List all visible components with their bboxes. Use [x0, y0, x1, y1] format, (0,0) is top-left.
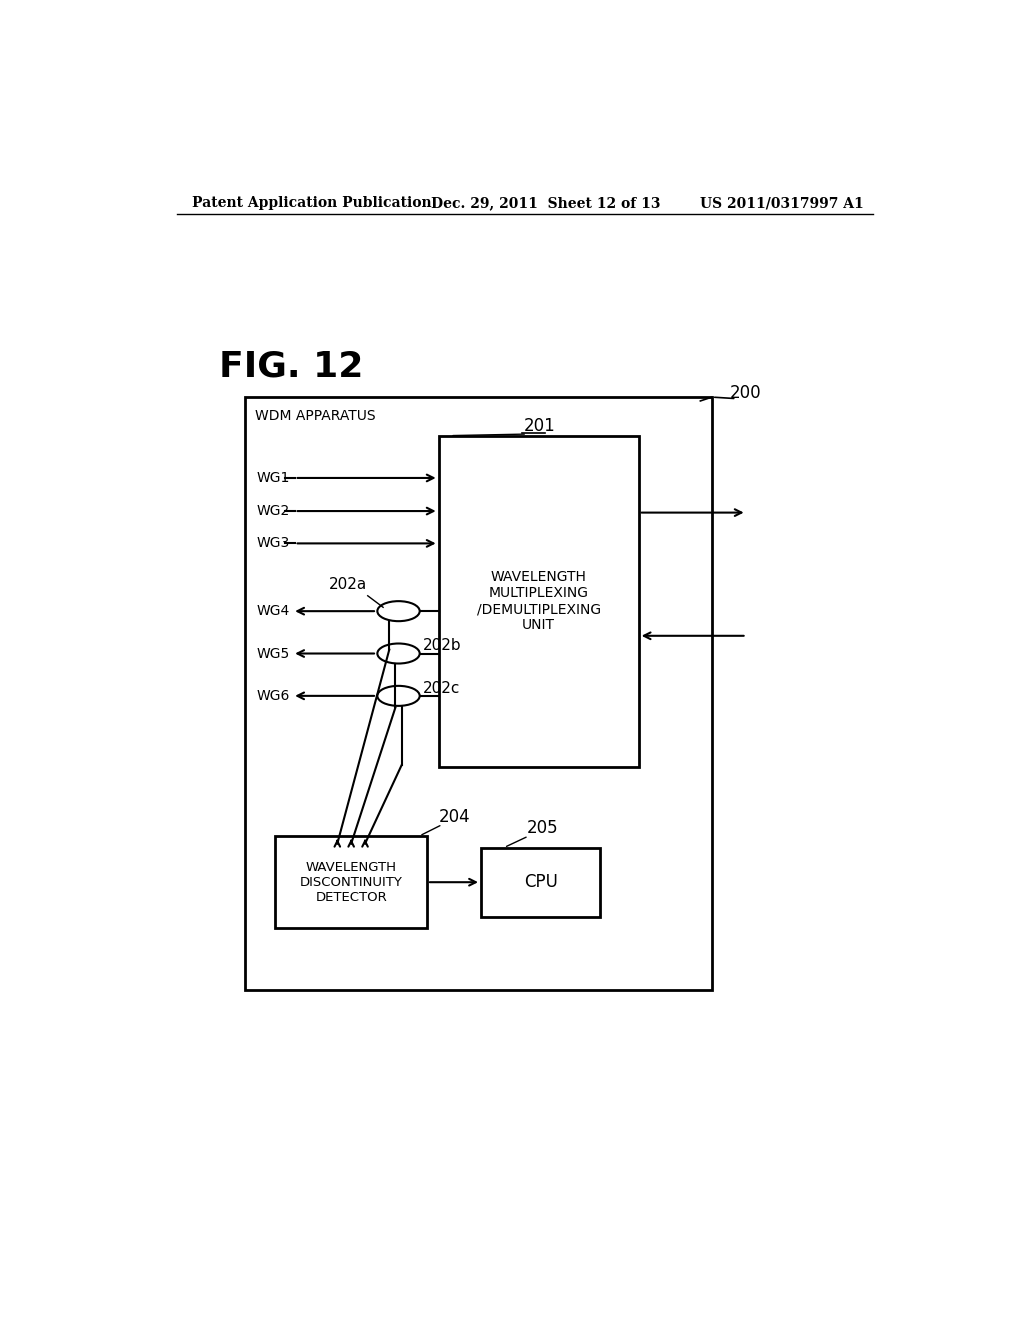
Text: 205: 205	[527, 820, 559, 837]
Text: US 2011/0317997 A1: US 2011/0317997 A1	[700, 197, 864, 210]
Text: WAVELENGTH
MULTIPLEXING
/DEMULTIPLEXING
UNIT: WAVELENGTH MULTIPLEXING /DEMULTIPLEXING …	[476, 570, 601, 632]
Text: 204: 204	[438, 808, 470, 826]
Text: WG4: WG4	[257, 605, 290, 618]
Text: Patent Application Publication: Patent Application Publication	[193, 197, 432, 210]
Text: 201: 201	[523, 417, 555, 436]
Text: WAVELENGTH
DISCONTINUITY
DETECTOR: WAVELENGTH DISCONTINUITY DETECTOR	[300, 861, 402, 904]
Ellipse shape	[378, 644, 420, 664]
Ellipse shape	[378, 601, 420, 622]
Ellipse shape	[378, 686, 420, 706]
Bar	[438, 436, 639, 767]
Text: WG5: WG5	[257, 647, 290, 660]
Text: WG6: WG6	[257, 689, 290, 702]
Text: FIG. 12: FIG. 12	[219, 350, 364, 383]
Text: 202c: 202c	[423, 681, 461, 696]
Text: WG2: WG2	[257, 504, 290, 517]
Text: 202a: 202a	[330, 577, 368, 591]
Text: 200: 200	[730, 384, 761, 403]
Bar	[481, 847, 600, 917]
Text: CPU: CPU	[523, 874, 557, 891]
Text: WG1: WG1	[257, 471, 290, 484]
Bar	[245, 397, 712, 990]
Text: 202b: 202b	[423, 639, 462, 653]
Text: WG3: WG3	[257, 536, 290, 550]
Text: WDM APPARATUS: WDM APPARATUS	[255, 409, 376, 424]
Bar	[275, 836, 427, 928]
Text: Dec. 29, 2011  Sheet 12 of 13: Dec. 29, 2011 Sheet 12 of 13	[431, 197, 660, 210]
